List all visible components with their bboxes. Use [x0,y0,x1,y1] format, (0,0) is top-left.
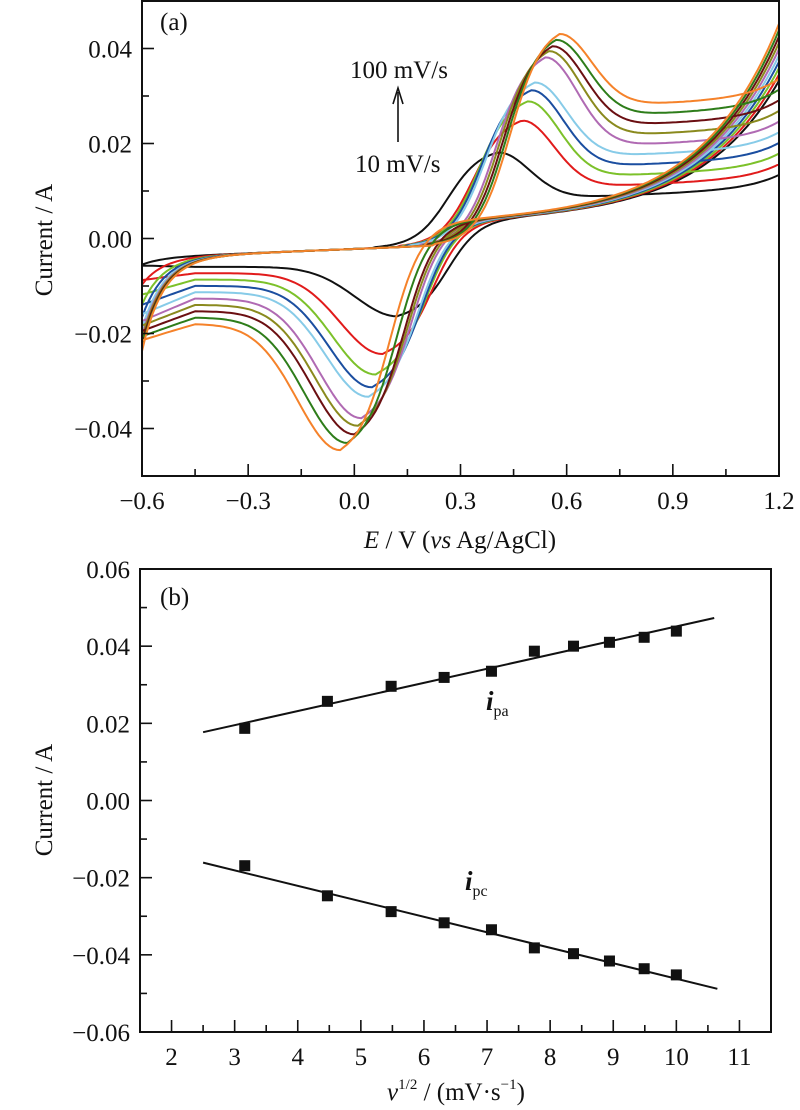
y-tick-label: 0.06 [86,557,130,584]
panel-b-marks [202,617,718,990]
data-point-ipc [670,969,682,981]
fit-line-ipc [202,861,718,990]
y-tick-label: −0.04 [74,417,132,444]
y-tick-label: −0.06 [72,1020,130,1047]
data-point-ipa [239,722,251,734]
x-title-rest: / V ( [379,527,430,554]
data-point-ipa [528,645,540,657]
y-tick-label: 0.00 [86,789,130,816]
panel-a-label: (a) [160,9,188,36]
x-tick-label: 0.6 [551,488,582,515]
fit-line-ipa [202,617,715,734]
cv-curves [141,22,780,452]
x-tick-label: 5 [355,1044,368,1071]
x-tick-label: 4 [292,1044,305,1071]
y-tick-label: 0.04 [86,634,130,661]
x-tick-label: −0.6 [119,488,164,515]
panel-a-cv-plot: −0.6 −0.3 0.0 0.3 0.6 0.9 1.2 −0.04 −0.02 0.00 0.0… [31,0,795,554]
annotation-100mvs: 100 mV/s [350,57,448,84]
panel-b-label: (b) [160,584,189,611]
data-point-ipc [239,860,251,872]
x-title-var: E [363,527,379,554]
series-label-ipc: ipc [465,866,488,900]
x-tick-label: 10 [664,1044,689,1071]
data-point-ipc [485,924,497,936]
x-tick-label: 8 [544,1044,557,1071]
cv-curve-10-mv-s [141,79,780,318]
data-point-ipc [528,942,540,954]
data-point-ipc [438,917,450,929]
data-point-ipa [385,680,397,692]
panel-b-y-axis-title: Current / A [31,744,58,857]
x-title-vs: vs [430,527,451,554]
x-tick-label: 7 [481,1044,494,1071]
panel-a-y-axis-title: Current / A [31,184,58,297]
y-tick-label: −0.02 [72,866,130,893]
data-point-ipa [670,625,682,637]
panel-b-ticks: 2 3 4 5 6 7 8 9 10 11 −0.06 −0.04 −0.02 0.00 0.02 0.04 0… [72,557,772,1071]
data-point-ipc [603,955,615,967]
x-tick-label: 0.3 [445,488,476,515]
x-tick-label: 2 [165,1044,178,1071]
panel-b-scatter-plot: 2 3 4 5 6 7 8 9 10 11 −0.06 −0.04 −0.02 0.00 0.02 0.04 0… [31,557,772,1106]
x-tick-label: 3 [228,1044,241,1071]
panel-a-ticks: −0.6 −0.3 0.0 0.3 0.6 0.9 1.2 −0.04 −0.02 0.00 0.0… [74,0,795,515]
data-point-ipc [385,906,397,918]
data-point-ipc [638,963,650,975]
panel-a-x-axis-title: E / V (vs Ag/AgCl) [363,527,556,554]
x-tick-label: 1.2 [763,488,794,515]
x-tick-label: 0.9 [657,488,688,515]
y-tick-label: 0.02 [88,132,132,159]
y-tick-label: 0.00 [88,227,132,254]
annotation-10mvs: 10 mV/s [355,151,440,178]
x-tick-label: 11 [727,1044,751,1071]
data-point-ipa [603,636,615,648]
data-point-ipc [567,948,579,960]
cv-curve-100-mv-s [141,22,780,452]
x-tick-label: 6 [418,1044,431,1071]
data-point-ipc [321,890,333,902]
data-point-ipa [438,671,450,683]
panel-b-x-axis-title: v1/2 / (mV·s−1) [387,1077,525,1106]
data-point-ipa [638,631,650,643]
series-label-ipa: ipa [486,686,509,720]
x-title-tail: Ag/AgCl) [451,527,556,554]
data-point-ipa [321,695,333,707]
y-tick-label: −0.04 [72,943,130,970]
panel-b-frame [139,568,772,1033]
x-tick-label: −0.3 [225,488,270,515]
scan-rate-arrow-icon [392,85,404,142]
x-tick-label: 9 [607,1044,620,1071]
data-point-ipa [567,640,579,652]
y-tick-label: 0.02 [86,711,130,738]
y-tick-label: −0.02 [74,322,132,349]
y-tick-label: 0.04 [88,37,132,64]
x-tick-label: 0.0 [339,488,370,515]
data-point-ipa [485,665,497,677]
